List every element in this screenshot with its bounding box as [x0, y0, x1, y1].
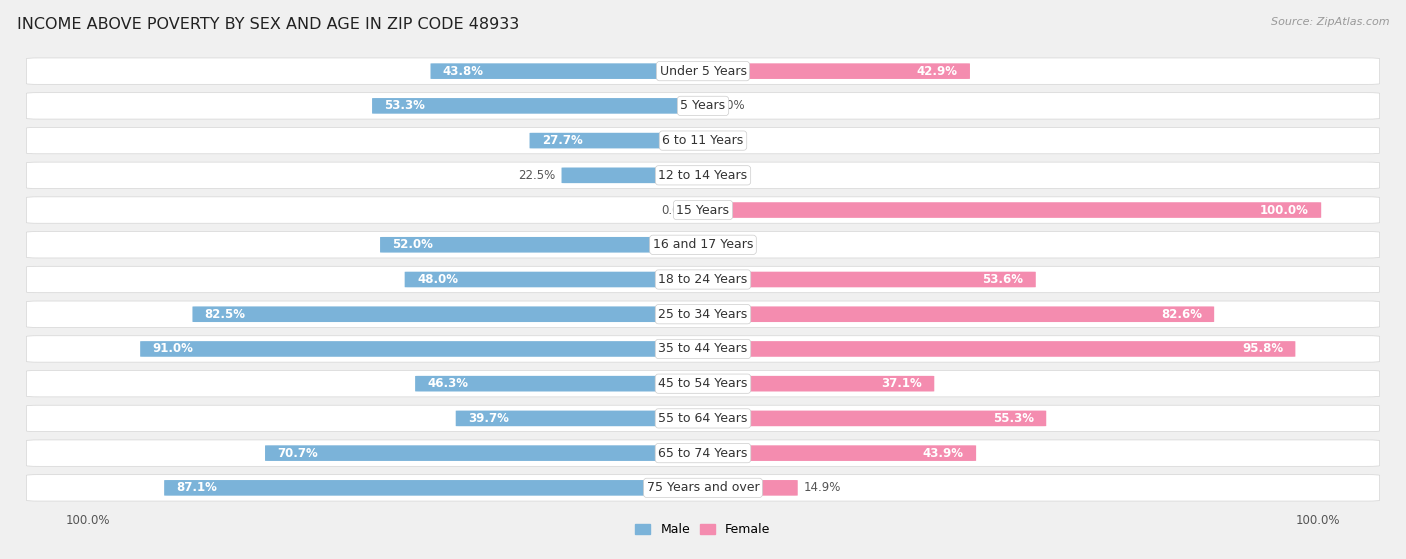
Text: 43.8%: 43.8%	[443, 65, 484, 78]
FancyBboxPatch shape	[700, 376, 935, 391]
FancyBboxPatch shape	[165, 480, 706, 496]
FancyBboxPatch shape	[700, 306, 1215, 322]
FancyBboxPatch shape	[193, 306, 706, 322]
Text: 0.0%: 0.0%	[716, 100, 745, 112]
FancyBboxPatch shape	[27, 58, 1379, 84]
Text: 25 to 34 Years: 25 to 34 Years	[658, 307, 748, 321]
FancyBboxPatch shape	[700, 341, 1295, 357]
Text: 52.0%: 52.0%	[392, 238, 433, 252]
Text: 37.1%: 37.1%	[882, 377, 922, 390]
Text: 35 to 44 Years: 35 to 44 Years	[658, 343, 748, 356]
FancyBboxPatch shape	[415, 376, 706, 391]
FancyBboxPatch shape	[27, 266, 1379, 293]
FancyBboxPatch shape	[27, 93, 1379, 119]
FancyBboxPatch shape	[700, 272, 1036, 287]
FancyBboxPatch shape	[27, 162, 1379, 188]
Text: 0.0%: 0.0%	[716, 238, 745, 252]
Text: 87.1%: 87.1%	[177, 481, 218, 494]
Text: 18 to 24 Years: 18 to 24 Years	[658, 273, 748, 286]
FancyBboxPatch shape	[27, 231, 1379, 258]
FancyBboxPatch shape	[27, 440, 1379, 466]
Text: Under 5 Years: Under 5 Years	[659, 65, 747, 78]
Text: 75 Years and over: 75 Years and over	[647, 481, 759, 494]
FancyBboxPatch shape	[141, 341, 706, 357]
FancyBboxPatch shape	[27, 127, 1379, 154]
Text: 42.9%: 42.9%	[917, 65, 957, 78]
Text: 6 to 11 Years: 6 to 11 Years	[662, 134, 744, 147]
Text: 0.0%: 0.0%	[716, 134, 745, 147]
FancyBboxPatch shape	[27, 371, 1379, 397]
Text: 5 Years: 5 Years	[681, 100, 725, 112]
FancyBboxPatch shape	[456, 411, 706, 426]
Text: INCOME ABOVE POVERTY BY SEX AND AGE IN ZIP CODE 48933: INCOME ABOVE POVERTY BY SEX AND AGE IN Z…	[17, 17, 519, 32]
FancyBboxPatch shape	[27, 301, 1379, 328]
FancyBboxPatch shape	[700, 63, 970, 79]
FancyBboxPatch shape	[27, 405, 1379, 432]
Legend: Male, Female: Male, Female	[630, 518, 776, 542]
Text: 16 and 17 Years: 16 and 17 Years	[652, 238, 754, 252]
Text: 65 to 74 Years: 65 to 74 Years	[658, 447, 748, 459]
FancyBboxPatch shape	[27, 475, 1379, 501]
FancyBboxPatch shape	[380, 237, 706, 253]
FancyBboxPatch shape	[700, 411, 1046, 426]
FancyBboxPatch shape	[700, 202, 1322, 218]
Text: 12 to 14 Years: 12 to 14 Years	[658, 169, 748, 182]
Text: 53.3%: 53.3%	[384, 100, 425, 112]
Text: 46.3%: 46.3%	[427, 377, 468, 390]
Text: 43.9%: 43.9%	[922, 447, 965, 459]
FancyBboxPatch shape	[700, 446, 976, 461]
Text: Source: ZipAtlas.com: Source: ZipAtlas.com	[1271, 17, 1389, 27]
FancyBboxPatch shape	[373, 98, 706, 113]
FancyBboxPatch shape	[405, 272, 706, 287]
FancyBboxPatch shape	[430, 63, 706, 79]
FancyBboxPatch shape	[27, 197, 1379, 223]
Text: 82.6%: 82.6%	[1161, 307, 1202, 321]
FancyBboxPatch shape	[530, 133, 706, 148]
Text: 48.0%: 48.0%	[418, 273, 458, 286]
FancyBboxPatch shape	[27, 336, 1379, 362]
Text: 15 Years: 15 Years	[676, 203, 730, 216]
Text: 27.7%: 27.7%	[541, 134, 582, 147]
Text: 100.0%: 100.0%	[1260, 203, 1309, 216]
Text: 82.5%: 82.5%	[205, 307, 246, 321]
Text: 22.5%: 22.5%	[519, 169, 555, 182]
Text: 0.0%: 0.0%	[661, 203, 690, 216]
Text: 53.6%: 53.6%	[983, 273, 1024, 286]
Text: 39.7%: 39.7%	[468, 412, 509, 425]
Text: 45 to 54 Years: 45 to 54 Years	[658, 377, 748, 390]
Text: 91.0%: 91.0%	[152, 343, 194, 356]
Text: 95.8%: 95.8%	[1241, 343, 1284, 356]
Text: 70.7%: 70.7%	[277, 447, 318, 459]
FancyBboxPatch shape	[561, 168, 706, 183]
Text: 55 to 64 Years: 55 to 64 Years	[658, 412, 748, 425]
Text: 0.0%: 0.0%	[716, 169, 745, 182]
FancyBboxPatch shape	[264, 446, 706, 461]
Text: 55.3%: 55.3%	[993, 412, 1033, 425]
FancyBboxPatch shape	[700, 480, 797, 496]
Text: 14.9%: 14.9%	[804, 481, 841, 494]
